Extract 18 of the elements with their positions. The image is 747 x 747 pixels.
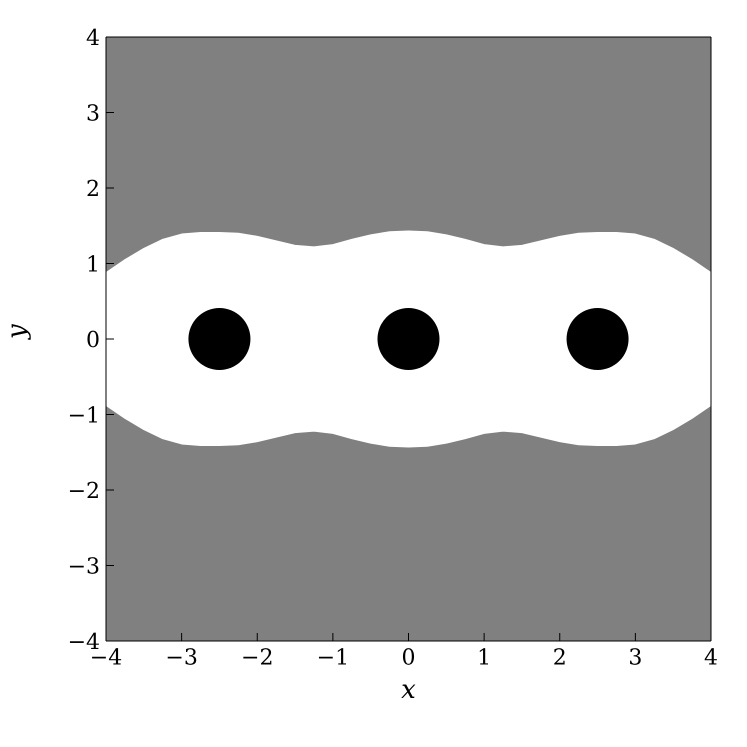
x-tick-label: −2	[241, 646, 274, 671]
y-tick-label: −1	[68, 403, 100, 428]
x-tick-label: −1	[316, 646, 350, 671]
y-tick-label: −3	[68, 554, 100, 580]
x-tick-label: 1	[477, 646, 492, 671]
x-tick-label: −3	[165, 646, 198, 671]
y-tick-label: −2	[68, 478, 100, 504]
y-tick-label: 4	[86, 26, 100, 51]
y-tick-label: 0	[86, 328, 100, 353]
x-axis-title: x	[401, 675, 416, 705]
x-tick-label: 4	[704, 646, 718, 671]
y-tick-label: 2	[86, 176, 100, 202]
y-axis-title: y	[2, 324, 32, 340]
x-tick-label: 3	[628, 646, 642, 671]
y-tick-label: 1	[86, 252, 100, 278]
x-tick-label: 2	[552, 646, 567, 671]
y-tick-label: 3	[86, 101, 100, 126]
x-tick-label: 0	[402, 646, 416, 671]
